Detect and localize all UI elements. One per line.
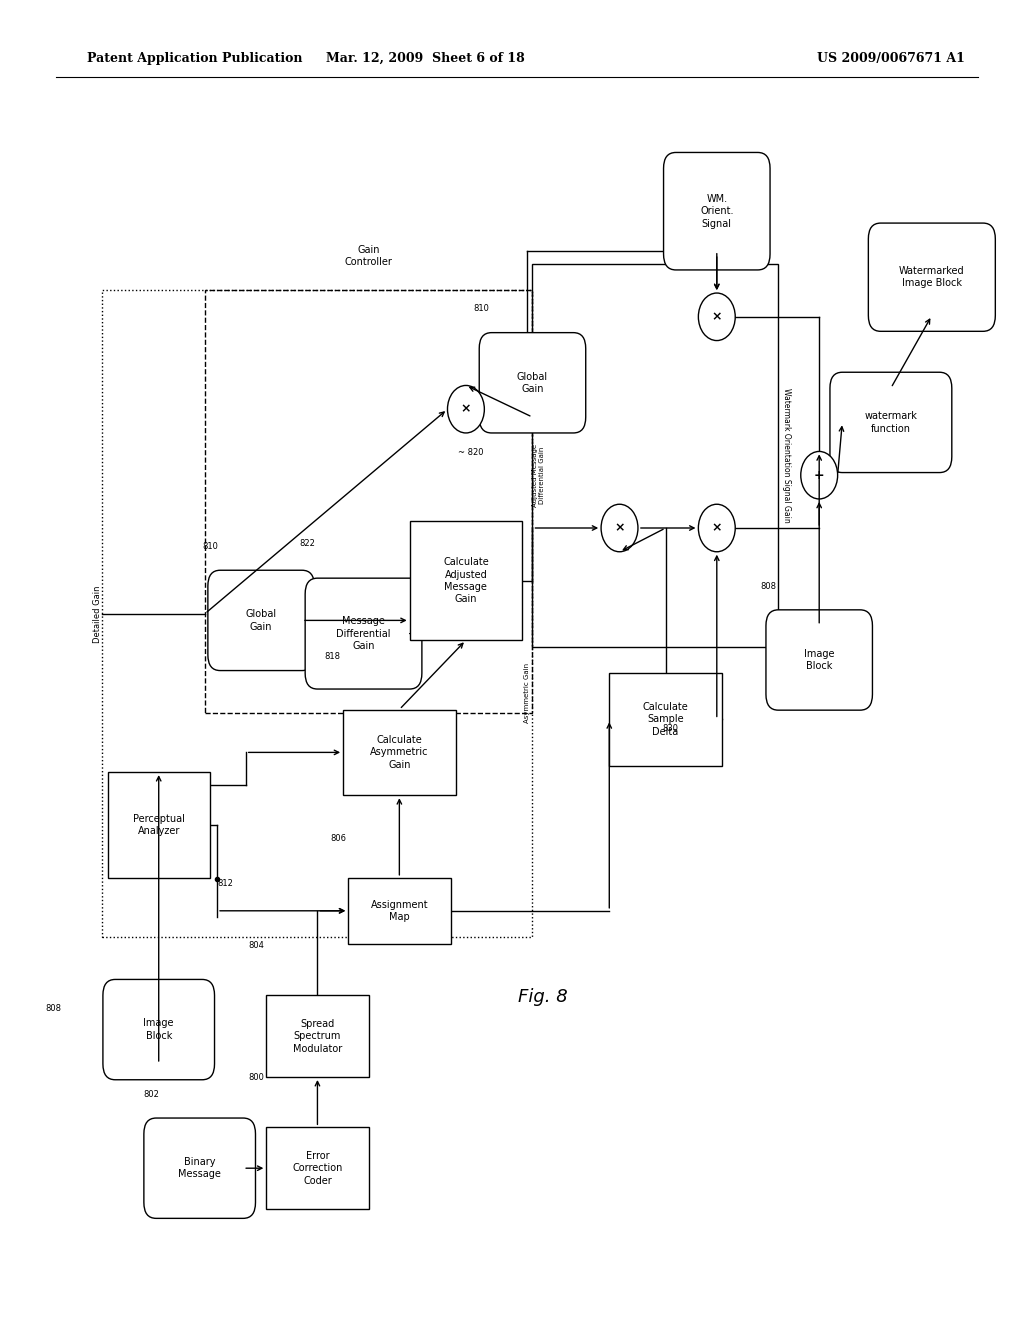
FancyBboxPatch shape — [266, 995, 369, 1077]
Text: 802: 802 — [143, 1090, 159, 1098]
Text: Assignment
Map: Assignment Map — [371, 900, 428, 921]
Text: 804: 804 — [248, 941, 264, 949]
FancyBboxPatch shape — [208, 570, 314, 671]
Text: Watermarked
Image Block: Watermarked Image Block — [899, 267, 965, 288]
FancyBboxPatch shape — [609, 673, 722, 766]
Text: 818: 818 — [325, 652, 341, 661]
FancyBboxPatch shape — [868, 223, 995, 331]
Text: +: + — [814, 469, 824, 482]
Circle shape — [698, 293, 735, 341]
Text: Asymmetric Gain: Asymmetric Gain — [524, 663, 530, 723]
FancyBboxPatch shape — [143, 1118, 256, 1218]
Text: 808: 808 — [760, 582, 776, 590]
Circle shape — [801, 451, 838, 499]
Circle shape — [698, 504, 735, 552]
Text: ~ 820: ~ 820 — [459, 449, 483, 457]
FancyBboxPatch shape — [664, 153, 770, 271]
Text: 810: 810 — [473, 305, 489, 313]
Text: Fig. 8: Fig. 8 — [518, 987, 567, 1006]
FancyBboxPatch shape — [829, 372, 952, 473]
Text: 822: 822 — [299, 540, 315, 548]
Text: Calculate
Asymmetric
Gain: Calculate Asymmetric Gain — [370, 735, 429, 770]
FancyBboxPatch shape — [410, 521, 522, 640]
Text: ×: × — [712, 310, 722, 323]
Text: 810: 810 — [202, 543, 218, 550]
Text: Error
Correction
Coder: Error Correction Coder — [292, 1151, 343, 1185]
Text: 806: 806 — [330, 834, 346, 842]
Text: Calculate
Adjusted
Message
Gain: Calculate Adjusted Message Gain — [443, 557, 488, 605]
FancyBboxPatch shape — [266, 1127, 369, 1209]
Text: ×: × — [712, 521, 722, 535]
Circle shape — [447, 385, 484, 433]
Text: 800: 800 — [248, 1073, 264, 1081]
FancyBboxPatch shape — [102, 979, 215, 1080]
FancyBboxPatch shape — [305, 578, 422, 689]
Text: Spread
Spectrum
Modulator: Spread Spectrum Modulator — [293, 1019, 342, 1053]
Text: Global
Gain: Global Gain — [517, 372, 548, 393]
Text: 830: 830 — [663, 725, 679, 733]
Text: Global
Gain: Global Gain — [246, 610, 276, 631]
Text: Image
Block: Image Block — [143, 1019, 174, 1040]
FancyBboxPatch shape — [108, 772, 210, 878]
Text: ×: × — [614, 521, 625, 535]
Text: Watermark Orientation Signal Gain: Watermark Orientation Signal Gain — [782, 388, 791, 523]
Text: Adjusted Message
Differential Gain: Adjusted Message Differential Gain — [532, 444, 545, 507]
FancyBboxPatch shape — [766, 610, 872, 710]
Text: 808: 808 — [46, 1005, 61, 1012]
Text: watermark
function: watermark function — [864, 412, 918, 433]
Text: Perceptual
Analyzer: Perceptual Analyzer — [133, 814, 184, 836]
Text: 812: 812 — [217, 879, 233, 888]
Text: Binary
Message: Binary Message — [178, 1158, 221, 1179]
Text: Mar. 12, 2009  Sheet 6 of 18: Mar. 12, 2009 Sheet 6 of 18 — [326, 51, 524, 65]
Text: US 2009/0067671 A1: US 2009/0067671 A1 — [817, 51, 965, 65]
Text: Message
Differential
Gain: Message Differential Gain — [336, 616, 391, 651]
FancyBboxPatch shape — [479, 333, 586, 433]
Text: Detailed Gain: Detailed Gain — [93, 585, 101, 643]
Text: Calculate
Sample
Delta: Calculate Sample Delta — [643, 702, 688, 737]
Circle shape — [601, 504, 638, 552]
FancyBboxPatch shape — [348, 878, 451, 944]
Text: Gain
Controller: Gain Controller — [345, 246, 392, 267]
Text: WM.
Orient.
Signal: WM. Orient. Signal — [700, 194, 733, 228]
Text: ×: × — [461, 403, 471, 416]
Text: Image
Block: Image Block — [804, 649, 835, 671]
FancyBboxPatch shape — [343, 710, 456, 795]
Text: Patent Application Publication: Patent Application Publication — [87, 51, 302, 65]
